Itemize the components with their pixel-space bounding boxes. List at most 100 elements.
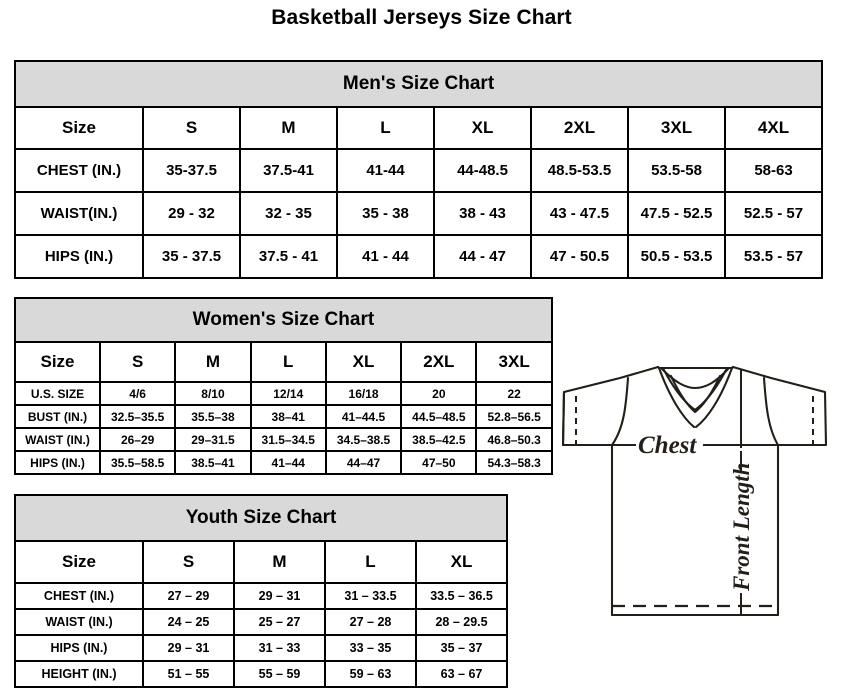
mens-waist-xl: 38 - 43 [433,191,532,236]
youth-table-title: Youth Size Chart [13,494,509,542]
womens-waist-s: 26–29 [98,427,177,452]
table-row: CHEST (IN.) 35-37.5 37.5-41 41-44 44-48.… [14,148,824,193]
womens-col-header-s: S [98,341,177,383]
mens-col-header-2xl: 2XL [530,106,629,150]
womens-waist-l: 31.5–34.5 [249,427,327,452]
womens-waist-m: 29–31.5 [174,427,252,452]
womens-size-table: Women's Size Chart Size S M L XL 2XL 3XL… [14,297,553,475]
womens-bust-xl: 41–44.5 [324,404,403,429]
youth-col-header-size: Size [14,540,144,584]
womens-us-size-s: 4/6 [98,381,177,406]
youth-chest-xl: 33.5 – 36.5 [414,582,509,610]
mens-title-row: Men's Size Chart [13,60,824,108]
womens-col-header-l: L [249,341,327,383]
youth-col-header-l: L [324,540,417,584]
youth-col-header-m: M [233,540,326,584]
mens-table-title: Men's Size Chart [13,60,824,108]
youth-hips-xl: 35 – 37 [414,634,509,662]
womens-us-size-3xl: 22 [475,381,553,406]
womens-row-label-bust: BUST (IN.) [14,404,101,429]
youth-size-chart: Youth Size Chart Size S M L XL CHEST (IN… [13,494,509,688]
mens-size-table: Men's Size Chart Size S M L XL 2XL 3XL 4… [13,60,824,279]
mens-waist-3xl: 47.5 - 52.5 [627,191,726,236]
sleeve-cuff-dashes-icon [575,396,814,444]
table-row: WAIST (IN.) 24 – 25 25 – 27 27 – 28 28 –… [14,608,509,636]
womens-bust-2xl: 44.5–48.5 [400,404,478,429]
womens-bust-3xl: 52.8–56.5 [475,404,553,429]
youth-hips-m: 31 – 33 [233,634,326,662]
womens-col-header-2xl: 2XL [400,341,478,383]
womens-header-row: Size S M L XL 2XL 3XL [14,341,553,383]
page-title: Basketball Jerseys Size Chart [271,6,572,29]
womens-hips-3xl: 54.3–58.3 [475,450,553,475]
mens-row-label-waist: WAIST(IN.) [14,191,144,236]
mens-size-chart: Men's Size Chart Size S M L XL 2XL 3XL 4… [13,60,824,279]
womens-hips-l: 41–44 [249,450,327,475]
youth-waist-m: 25 – 27 [233,608,326,636]
mens-col-header-l: L [336,106,435,150]
womens-col-header-m: M [174,341,252,383]
womens-waist-2xl: 38.5–42.5 [400,427,478,452]
table-row: HIPS (IN.) 35.5–58.5 38.5–41 41–44 44–47… [14,450,553,475]
mens-waist-s: 29 - 32 [142,191,241,236]
youth-chest-s: 27 – 29 [142,582,235,610]
youth-col-header-s: S [142,540,235,584]
mens-chest-2xl: 48.5-53.5 [530,148,629,193]
mens-hips-xl: 44 - 47 [433,234,532,279]
mens-hips-l: 41 - 44 [336,234,435,279]
womens-bust-m: 35.5–38 [174,404,252,429]
mens-col-header-s: S [142,106,241,150]
womens-title-row: Women's Size Chart [14,297,553,343]
table-row: BUST (IN.) 32.5–35.5 35.5–38 38–41 41–44… [14,404,553,429]
jersey-measurement-diagram: Chest Front Length [528,348,840,670]
mens-hips-2xl: 47 - 50.5 [530,234,629,279]
womens-col-header-3xl: 3XL [475,341,553,383]
youth-col-header-xl: XL [414,540,509,584]
mens-waist-2xl: 43 - 47.5 [530,191,629,236]
mens-chest-xl: 44-48.5 [433,148,532,193]
youth-chest-m: 29 – 31 [233,582,326,610]
womens-us-size-xl: 16/18 [324,381,403,406]
womens-row-label-waist: WAIST (IN.) [14,427,101,452]
youth-height-s: 51 – 55 [142,660,235,688]
mens-row-label-chest: CHEST (IN.) [14,148,144,193]
womens-table-title: Women's Size Chart [14,297,553,343]
chest-label: Chest [638,432,697,459]
mens-chest-l: 41-44 [336,148,435,193]
mens-col-header-m: M [239,106,338,150]
youth-row-label-chest: CHEST (IN.) [14,582,144,610]
table-row: HIPS (IN.) 29 – 31 31 – 33 33 – 35 35 – … [14,634,509,662]
womens-row-label-hips: HIPS (IN.) [14,450,101,475]
youth-waist-s: 24 – 25 [142,608,235,636]
womens-bust-l: 38–41 [249,404,327,429]
womens-waist-3xl: 46.8–50.3 [475,427,553,452]
mens-chest-3xl: 53.5-58 [627,148,726,193]
mens-chest-s: 35-37.5 [142,148,241,193]
mens-col-header-xl: XL [433,106,532,150]
mens-col-header-3xl: 3XL [627,106,726,150]
mens-chest-m: 37.5-41 [239,148,338,193]
youth-hips-s: 29 – 31 [142,634,235,662]
mens-waist-m: 32 - 35 [239,191,338,236]
mens-col-header-size: Size [14,106,144,150]
womens-us-size-l: 12/14 [249,381,327,406]
womens-bust-s: 32.5–35.5 [98,404,177,429]
jersey-outline-icon [561,365,828,617]
womens-us-size-m: 8/10 [174,381,252,406]
womens-hips-2xl: 47–50 [400,450,478,475]
womens-row-label-us-size: U.S. SIZE [14,381,101,406]
mens-row-label-hips: HIPS (IN.) [14,234,144,279]
youth-height-xl: 63 – 67 [414,660,509,688]
table-row: WAIST(IN.) 29 - 32 32 - 35 35 - 38 38 - … [14,191,824,236]
womens-hips-m: 38.5–41 [174,450,252,475]
mens-hips-m: 37.5 - 41 [239,234,338,279]
mens-hips-s: 35 - 37.5 [142,234,241,279]
youth-hips-l: 33 – 35 [324,634,417,662]
womens-waist-xl: 34.5–38.5 [324,427,403,452]
youth-row-label-height: HEIGHT (IN.) [14,660,144,688]
table-row: U.S. SIZE 4/6 8/10 12/14 16/18 20 22 [14,381,553,406]
youth-height-m: 55 – 59 [233,660,326,688]
mens-hips-4xl: 53.5 - 57 [723,234,824,279]
youth-chest-l: 31 – 33.5 [324,582,417,610]
table-row: CHEST (IN.) 27 – 29 29 – 31 31 – 33.5 33… [14,582,509,610]
